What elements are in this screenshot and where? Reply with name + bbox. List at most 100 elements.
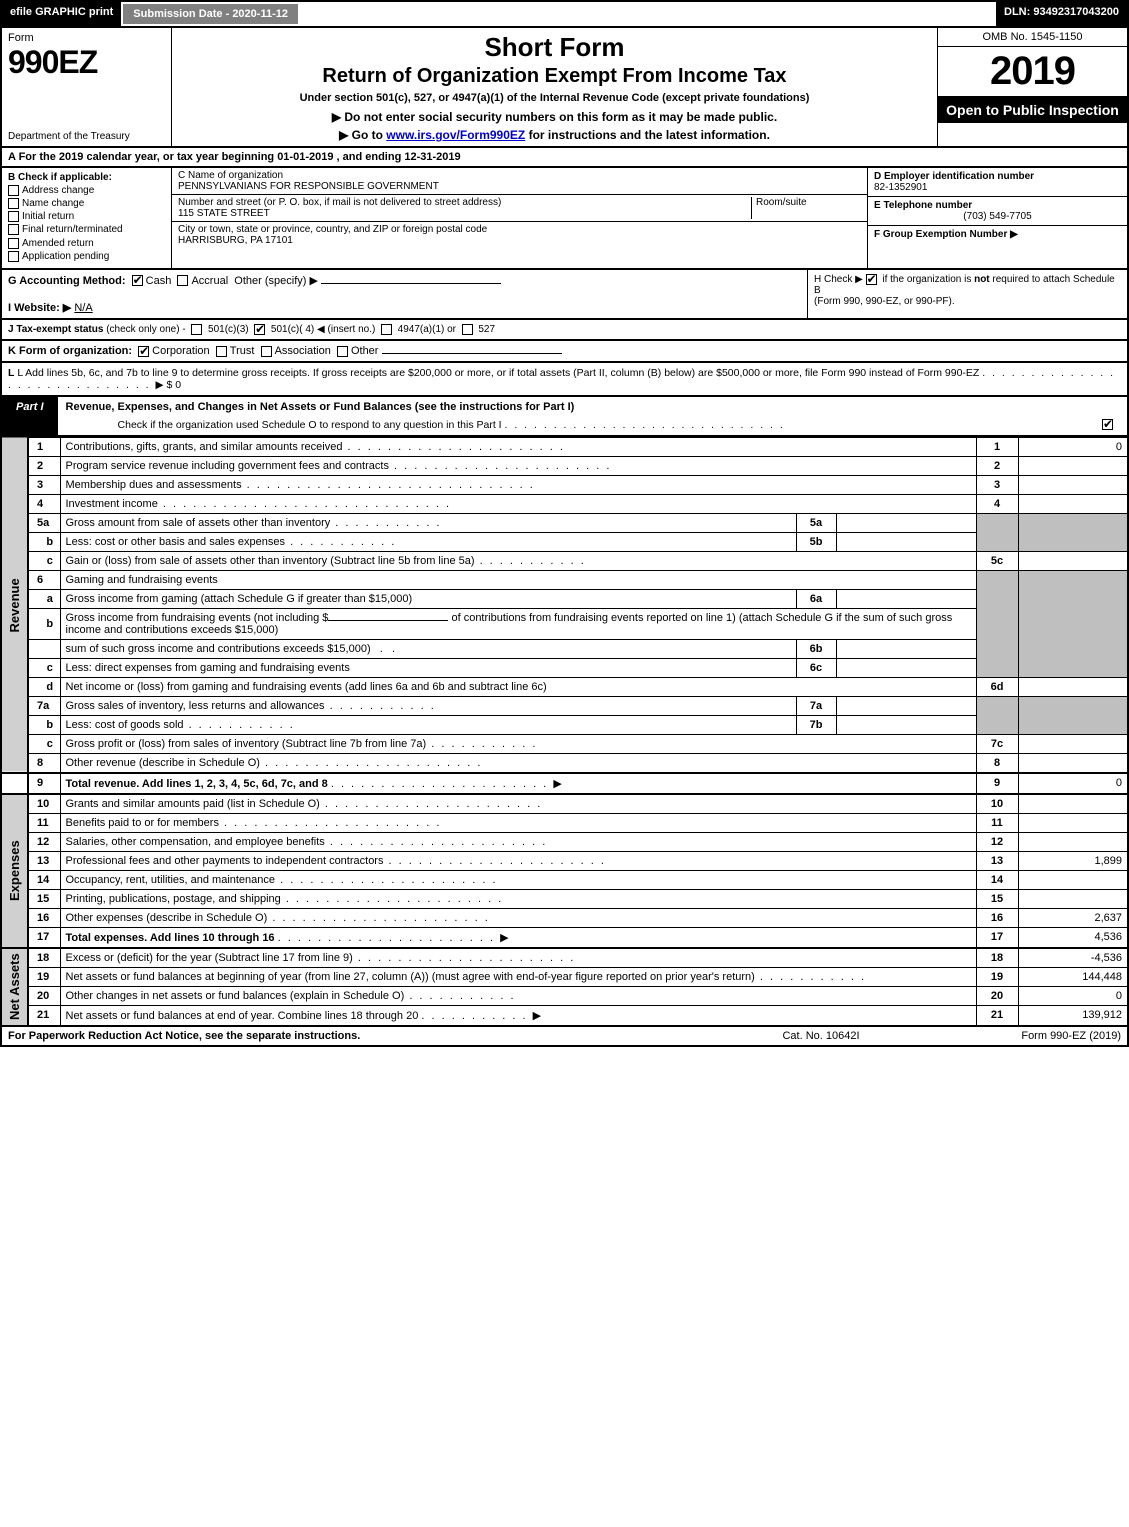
line-5b-mv xyxy=(836,532,976,551)
section-bcd: B Check if applicable: Address change Na… xyxy=(0,168,1129,270)
line-21-desc: Net assets or fund balances at end of ye… xyxy=(60,1005,976,1026)
line-5c-desc: Gain or (loss) from sale of assets other… xyxy=(60,551,976,570)
part-i-header: Part I Revenue, Expenses, and Changes in… xyxy=(0,397,1129,437)
b-initial-return[interactable]: Initial return xyxy=(22,211,74,222)
line-13-desc: Professional fees and other payments to … xyxy=(60,851,976,870)
line-6d-val xyxy=(1018,677,1128,696)
dln-label: DLN: 93492317043200 xyxy=(996,2,1127,26)
line-4-val xyxy=(1018,494,1128,513)
line-8-val xyxy=(1018,753,1128,773)
line-8-desc: Other revenue (describe in Schedule O) xyxy=(60,753,976,773)
e-tel-label: E Telephone number xyxy=(874,200,1121,211)
line-1-desc: Contributions, gifts, grants, and simila… xyxy=(60,437,976,456)
line-17-desc: Total expenses. Add lines 10 through 16 … xyxy=(60,927,976,948)
sidelabel-netassets: Net Assets xyxy=(1,948,28,1026)
line-7a-mv xyxy=(836,696,976,715)
line-3-desc: Membership dues and assessments xyxy=(60,475,976,494)
line-20-desc: Other changes in net assets or fund bala… xyxy=(60,986,976,1005)
k-other[interactable]: Other xyxy=(351,345,379,357)
subtitle-goto: Go to www.irs.gov/Form990EZ for instruct… xyxy=(180,128,929,142)
dept-treasury: Department of the Treasury xyxy=(8,131,165,142)
d-ein: 82-1352901 xyxy=(874,182,1121,193)
page-footer: For Paperwork Reduction Act Notice, see … xyxy=(0,1027,1129,1047)
part-i-sub: Check if the organization used Schedule … xyxy=(118,419,502,431)
line-3-val xyxy=(1018,475,1128,494)
b-final-return[interactable]: Final return/terminated xyxy=(22,225,123,236)
line-6a-desc: Gross income from gaming (attach Schedul… xyxy=(60,589,796,608)
footer-paperwork: For Paperwork Reduction Act Notice, see … xyxy=(8,1030,721,1042)
line-17-val: 4,536 xyxy=(1018,927,1128,948)
row-k: K Form of organization: Corporation Trus… xyxy=(0,341,1129,363)
part-i-title: Revenue, Expenses, and Changes in Net As… xyxy=(58,397,1127,417)
top-bar: efile GRAPHIC print Submission Date - 20… xyxy=(0,0,1129,28)
e-tel: (703) 549-7705 xyxy=(874,211,1121,222)
line-11-val xyxy=(1018,813,1128,832)
part-i-table: Revenue 1Contributions, gifts, grants, a… xyxy=(0,437,1129,1027)
line-5a-mv xyxy=(836,513,976,532)
form-header: Form 990EZ Department of the Treasury Sh… xyxy=(0,28,1129,148)
line-21-val: 139,912 xyxy=(1018,1005,1128,1026)
f-group-label: F Group Exemption Number ▶ xyxy=(874,229,1121,240)
omb-number: OMB No. 1545-1150 xyxy=(938,28,1127,47)
line-19-val: 144,448 xyxy=(1018,967,1128,986)
i-website: N/A xyxy=(74,302,92,314)
irs-link[interactable]: www.irs.gov/Form990EZ xyxy=(386,128,525,142)
line-15-desc: Printing, publications, postage, and shi… xyxy=(60,889,976,908)
subtitle-ssn: Do not enter social security numbers on … xyxy=(180,110,929,124)
line-15-val xyxy=(1018,889,1128,908)
g-label: G Accounting Method: xyxy=(8,275,126,287)
h-text-a: H Check ▶ xyxy=(814,274,866,285)
g-other[interactable]: Other (specify) ▶ xyxy=(234,275,318,287)
line-6a-mv xyxy=(836,589,976,608)
open-to-public: Open to Public Inspection xyxy=(938,97,1127,123)
line-19-desc: Net assets or fund balances at beginning… xyxy=(60,967,976,986)
efile-label[interactable]: efile GRAPHIC print xyxy=(2,2,121,26)
line-18-desc: Excess or (deficit) for the year (Subtra… xyxy=(60,948,976,968)
footer-catno: Cat. No. 10642I xyxy=(721,1030,921,1042)
line-10-desc: Grants and similar amounts paid (list in… xyxy=(60,794,976,814)
k-trust[interactable]: Trust xyxy=(230,345,255,357)
line-14-desc: Occupancy, rent, utilities, and maintena… xyxy=(60,870,976,889)
row-l: L L Add lines 5b, 6c, and 7b to line 9 t… xyxy=(0,363,1129,397)
tax-year: 2019 xyxy=(938,47,1127,97)
title-short-form: Short Form xyxy=(180,32,929,63)
c-org-name: PENNSYLVANIANS FOR RESPONSIBLE GOVERNMEN… xyxy=(178,181,861,192)
l-value: $ 0 xyxy=(167,379,182,391)
b-address-change[interactable]: Address change xyxy=(22,185,94,196)
line-9-val: 0 xyxy=(1018,773,1128,794)
b-name-change[interactable]: Name change xyxy=(22,198,84,209)
i-label: I Website: ▶ xyxy=(8,302,71,314)
title-return: Return of Organization Exempt From Incom… xyxy=(180,65,929,88)
footer-formno: Form 990-EZ (2019) xyxy=(921,1030,1121,1042)
row-a-tax-year: A For the 2019 calendar year, or tax yea… xyxy=(0,148,1129,168)
j-label: J Tax-exempt status xyxy=(8,324,103,335)
line-5a-desc: Gross amount from sale of assets other t… xyxy=(60,513,796,532)
line-5b-desc: Less: cost or other basis and sales expe… xyxy=(60,532,796,551)
line-16-desc: Other expenses (describe in Schedule O) xyxy=(60,908,976,927)
line-6d-desc: Net income or (loss) from gaming and fun… xyxy=(60,677,976,696)
sidelabel-revenue: Revenue xyxy=(1,437,28,773)
line-7b-mv xyxy=(836,715,976,734)
b-amended-return[interactable]: Amended return xyxy=(22,238,94,249)
line-7c-desc: Gross profit or (loss) from sales of inv… xyxy=(60,734,976,753)
line-10-val xyxy=(1018,794,1128,814)
submission-date: Submission Date - 2020-11-12 xyxy=(123,4,298,24)
line-14-val xyxy=(1018,870,1128,889)
d-ein-label: D Employer identification number xyxy=(874,171,1121,182)
k-corporation[interactable]: Corporation xyxy=(152,345,209,357)
form-label: Form xyxy=(8,32,165,44)
g-cash[interactable]: Cash xyxy=(146,275,172,287)
c-name-label: C Name of organization xyxy=(178,170,861,181)
line-6b-desc: Gross income from fundraising events (no… xyxy=(60,608,976,639)
c-city-label: City or town, state or province, country… xyxy=(178,224,861,235)
line-18-val: -4,536 xyxy=(1018,948,1128,968)
k-association[interactable]: Association xyxy=(275,345,331,357)
b-application-pending[interactable]: Application pending xyxy=(22,251,109,262)
line-13-val: 1,899 xyxy=(1018,851,1128,870)
c-room-label: Room/suite xyxy=(751,197,861,219)
line-9-desc: Total revenue. Add lines 1, 2, 3, 4, 5c,… xyxy=(60,773,976,794)
c-city: HARRISBURG, PA 17101 xyxy=(178,235,861,246)
line-1-val: 0 xyxy=(1018,437,1128,456)
h-text-d: (Form 990, 990-EZ, or 990-PF). xyxy=(814,296,955,307)
g-accrual[interactable]: Accrual xyxy=(191,275,228,287)
